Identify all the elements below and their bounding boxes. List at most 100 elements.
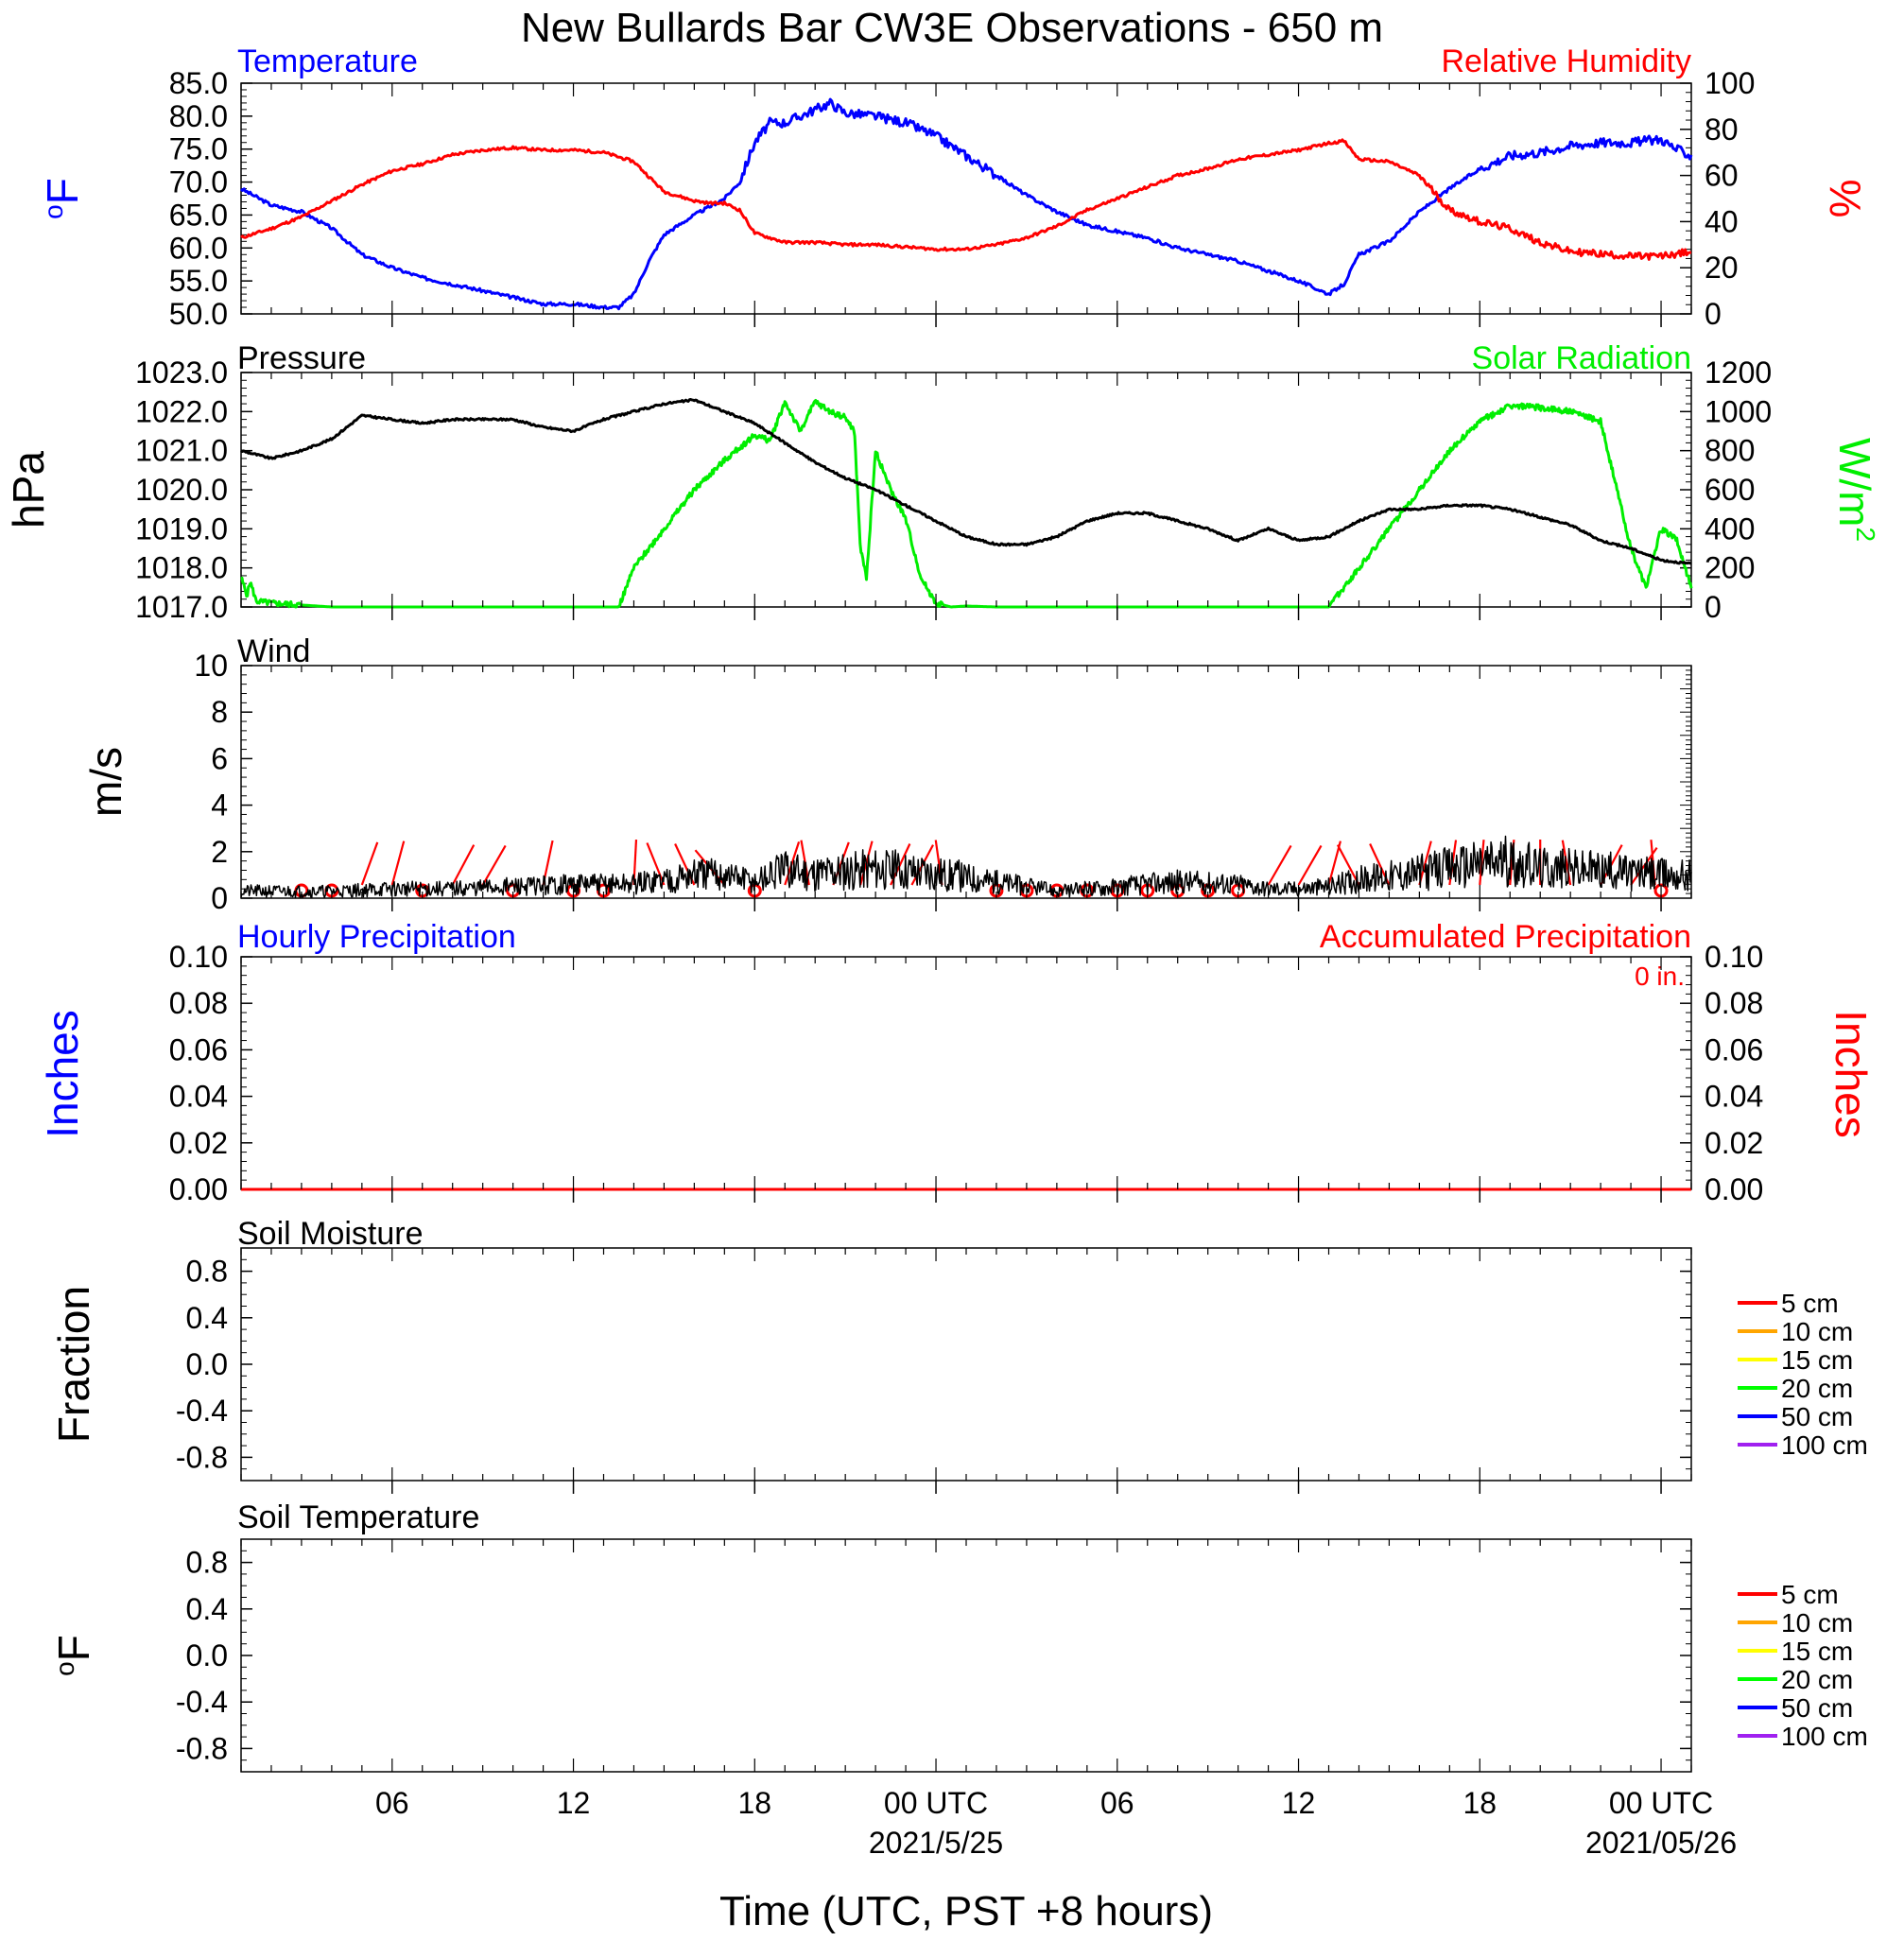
legend-label: 10 cm	[1781, 1608, 1853, 1638]
x-tick-label: 18	[737, 1786, 771, 1820]
temp-rh-frame	[240, 82, 1692, 315]
y-tick-label: 8	[211, 695, 228, 729]
temperature-line	[240, 97, 1693, 311]
soil-moisture-panel: Soil Moisture 0.8 0.4 0.0 -0.4 -0.8 Fraction…	[49, 1216, 1868, 1494]
soil-moisture-x-ticks	[240, 1248, 1692, 1494]
soil-moisture-title: Soil Moisture	[237, 1216, 424, 1252]
y2-tick-label: 0.04	[1705, 1080, 1763, 1114]
wind-barb	[1418, 841, 1432, 886]
wind-barb	[1561, 840, 1572, 886]
y2-tick-label: 80	[1705, 113, 1739, 147]
x-axis-label: Time (UTC, PST +8 hours)	[719, 1888, 1213, 1934]
y-tick-label: 1020.0	[135, 473, 228, 507]
y2-tick-label: 0.10	[1705, 940, 1763, 974]
y2-tick-label: 1000	[1705, 394, 1772, 428]
y2-tick-label: 200	[1705, 551, 1755, 585]
chart-title: New Bullards Bar CW3E Observations - 650…	[521, 5, 1383, 51]
y-tick-label: 1017.0	[135, 590, 228, 624]
y2-tick-label: 60	[1705, 159, 1739, 193]
soil-temp-y-ticks: 0.8 0.4 0.0 -0.4 -0.8	[176, 1538, 1691, 1773]
y-tick-label: 0.04	[169, 1080, 228, 1114]
y-tick-label: 0.4	[186, 1301, 228, 1335]
hourly-precip-y-ticks: 0.10 0.08 0.06 0.04 0.02 0.00	[169, 940, 252, 1206]
temperature-title: Temperature	[237, 43, 418, 79]
wind-unit-label: m/s	[81, 747, 130, 817]
y-tick-label: 1022.0	[135, 394, 228, 428]
y-tick-label: 1019.0	[135, 511, 228, 546]
rh-title: Relative Humidity	[1441, 43, 1691, 79]
y2-tick-label: 0	[1705, 297, 1722, 331]
legend-label: 50 cm	[1781, 1402, 1853, 1431]
y-tick-label: 70.0	[169, 165, 228, 199]
pressure-y-ticks: 1023.0 1022.0 1021.0 1020.0 1019.0 1018.0 1017…	[135, 355, 252, 624]
legend-label: 10 cm	[1781, 1317, 1853, 1346]
x-tick-label: 06	[1100, 1786, 1134, 1820]
wind-barb	[910, 844, 934, 886]
wind-barb	[481, 844, 507, 886]
pressure-solar-panel: Pressure Solar Radiation 1023.01022.0102…	[4, 340, 1880, 624]
x-tick-labels: 06 12 18 00 UTC 06 12 18 00 UTC 2021/5/25 2021/05…	[375, 1786, 1737, 1860]
y-tick-label: 0.08	[169, 986, 228, 1020]
y-tick-label: 75.0	[169, 132, 228, 166]
y-tick-label: 1021.0	[135, 434, 228, 468]
pressure-title: Pressure	[237, 340, 366, 376]
hourly-precip-unit-label: Inches	[38, 1010, 87, 1138]
pressure-solar-x-ticks	[240, 373, 1692, 620]
pressure-solar-frame	[240, 372, 1692, 608]
hourly-precip-title: Hourly Precipitation	[237, 919, 516, 955]
y2-tick-label: 800	[1705, 434, 1755, 468]
legend-label: 5 cm	[1781, 1580, 1839, 1609]
wind-barb	[390, 841, 406, 886]
y-tick-label: -0.8	[176, 1440, 228, 1474]
legend-label: 100 cm	[1781, 1430, 1868, 1460]
y2-tick-label: 0.06	[1705, 1032, 1763, 1066]
solar-title: Solar Radiation	[1472, 340, 1691, 376]
accum-precip-y-ticks: 0.10 0.08 0.06 0.04 0.02 0.00	[1680, 940, 1763, 1206]
y-tick-label: 0.0	[186, 1638, 228, 1672]
legend-label: 20 cm	[1781, 1374, 1853, 1403]
x-tick-label: 12	[1282, 1786, 1316, 1820]
legend-label: 20 cm	[1781, 1665, 1853, 1694]
y2-tick-label: 40	[1705, 204, 1739, 238]
y2-tick-label: 600	[1705, 473, 1755, 507]
accum-precip-unit-label: Inches	[1826, 1010, 1876, 1138]
rh-unit-label: %	[1821, 180, 1870, 218]
wind-panel: Wind 10 8 6 4 2 0 m/s	[81, 633, 1692, 915]
soil-moisture-frame	[240, 1247, 1692, 1482]
soil-moisture-y-ticks: 0.8 0.4 0.0 -0.4 -0.8	[176, 1247, 1691, 1482]
wind-x-ticks	[240, 666, 1692, 911]
legend-label: 15 cm	[1781, 1345, 1853, 1375]
x-tick-label: 06	[375, 1786, 409, 1820]
y2-tick-label: 0.08	[1705, 986, 1763, 1020]
x-tick-label: 00 UTC	[884, 1786, 988, 1820]
y-tick-label: 0.06	[169, 1032, 228, 1066]
pressure-line	[240, 398, 1692, 565]
wind-barb	[1267, 844, 1292, 886]
y-tick-label: 65.0	[169, 198, 228, 232]
legend-label: 5 cm	[1781, 1289, 1839, 1318]
rh-y-ticks: 100 80 60 40 20 0	[1680, 66, 1755, 331]
y2-tick-label: 0	[1705, 590, 1722, 624]
soil-moisture-unit-label: Fraction	[49, 1286, 98, 1443]
y2-tick-label: 0.02	[1705, 1126, 1763, 1160]
y-tick-label: -0.8	[176, 1731, 228, 1765]
y2-tick-label: 20	[1705, 251, 1739, 285]
x-tick-label: 18	[1463, 1786, 1497, 1820]
wind-title: Wind	[237, 633, 310, 669]
pressure-solar-lines	[240, 398, 1693, 609]
y2-tick-label: 0.00	[1705, 1172, 1763, 1206]
y-tick-label: 0.8	[186, 1546, 228, 1580]
temp-unit-label: oF	[38, 178, 87, 219]
precip-panel: Hourly Precipitation Accumulated Precipi…	[38, 919, 1876, 1206]
y-tick-label: 0.0	[186, 1347, 228, 1381]
soil-temp-unit-label: oF	[49, 1635, 98, 1676]
y-tick-label: -0.4	[176, 1394, 228, 1428]
pressure-unit-label: hPa	[4, 451, 53, 529]
y-tick-label: 0.00	[169, 1172, 228, 1206]
y-tick-label: 0	[211, 881, 228, 915]
x-date-label: 2021/5/25	[869, 1826, 1003, 1860]
soil-temp-title: Soil Temperature	[237, 1499, 479, 1535]
wind-barb	[1336, 844, 1360, 886]
